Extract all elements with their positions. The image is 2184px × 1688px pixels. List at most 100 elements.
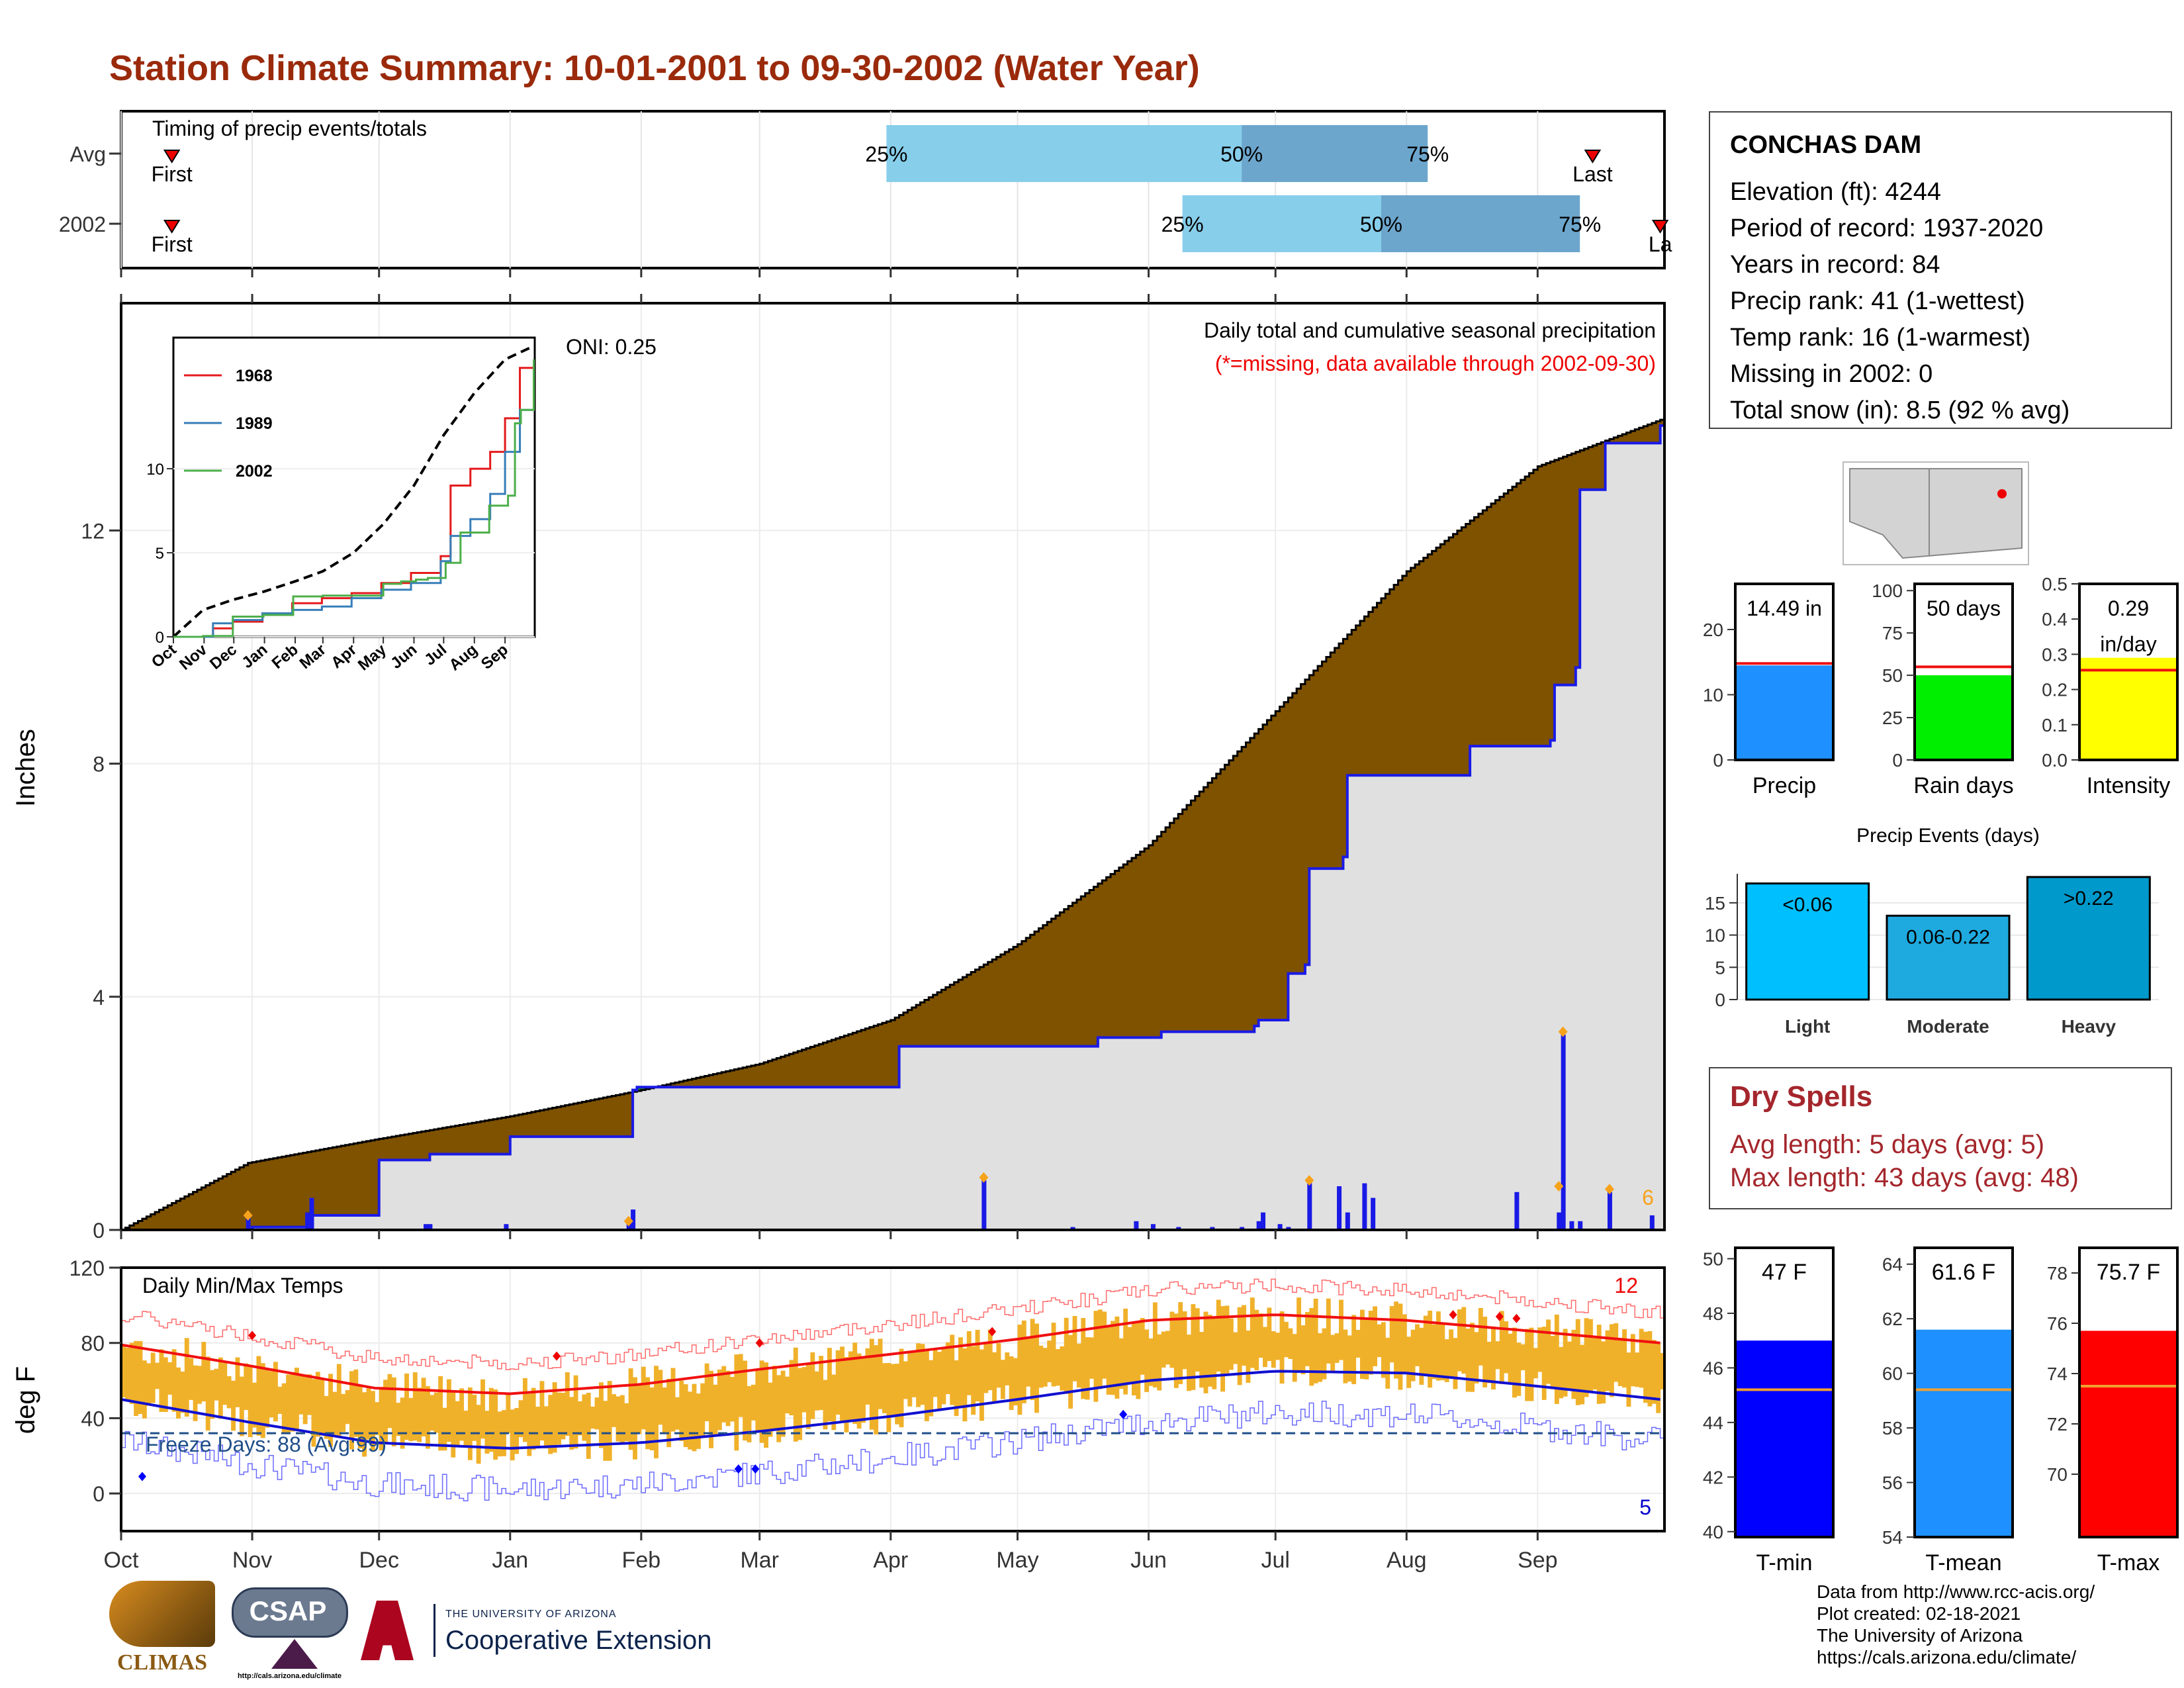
daily-precip-bar [1371,1197,1376,1230]
precip-note-1: Daily total and cumulative seasonal prec… [1204,318,1656,342]
daily-temp-bar [1123,1308,1128,1395]
daily-temp-bar [1355,1330,1361,1358]
timing-label: Timing of precip events/totals [152,117,427,140]
daily-temp-bar [442,1407,447,1451]
inset-legend-label: 1989 [236,414,273,433]
daily-precip-bar [1286,1227,1291,1230]
daily-temp-bar [1111,1321,1115,1395]
csap-logo: CSAP http://cals.arizona.edu/climate [232,1581,348,1683]
daily-temp-bar [1115,1316,1120,1399]
summary-bar [1915,675,2013,760]
temp-panel-frame [120,1266,1666,1532]
daily-temp-bar [320,1378,325,1436]
precip-deficit-area [125,420,1664,1231]
daily-temp-bar [1242,1305,1246,1366]
daily-temp-bar [641,1366,646,1430]
daily-temp-bar [1313,1298,1318,1383]
extreme-precip-marker [1604,1184,1614,1195]
daily-temp-bar [1263,1327,1267,1368]
record-min-line [121,1400,1664,1502]
daily-temp-bar [302,1375,308,1425]
temp-y-tick-label: 80 [81,1332,105,1356]
daily-temp-bar [1000,1360,1005,1399]
daily-precip-bar [981,1180,987,1230]
daily-temp-bar [1643,1331,1648,1403]
daily-temp-bar [345,1390,350,1425]
climas-logo: CLIMAS [109,1581,215,1683]
daily-temp-bar [336,1364,341,1436]
daily-temp-bar [1330,1335,1336,1373]
daily-temp-bar [1550,1335,1555,1389]
daily-temp-bar [916,1343,921,1407]
daily-temp-bar [1495,1341,1500,1370]
daily-temp-bar [1660,1352,1665,1389]
last-marker-icon [1651,220,1669,234]
daily-temp-bar [552,1382,557,1453]
timing-q50: 50% [1360,212,1402,236]
inset-y-tick-label: 0 [156,629,164,647]
precip-event-category: Light [1785,1016,1830,1037]
daily-temp-bar [1588,1319,1593,1393]
temp-summary-tick-label: 42 [1703,1467,1723,1487]
daily-temp-bar [717,1369,722,1430]
precip-event-bar-label: 0.06-0.22 [1906,926,1990,948]
daily-temp-bar [628,1368,633,1450]
daily-temp-bar [776,1375,782,1442]
inset-legend-label: 2002 [236,462,273,481]
precip-y-tick-label: 8 [93,753,105,776]
summary-bar-value: 50 days [1927,596,2001,620]
daily-temp-bar [1233,1332,1238,1364]
daily-temp-bar [696,1393,701,1449]
daily-temp-bar [1478,1307,1483,1366]
daily-temp-bar [472,1394,477,1441]
daily-temp-bar [1034,1323,1039,1413]
dry-spells-box: Dry Spells Avg length: 5 days (avg: 5) M… [1709,1067,2172,1209]
temp-summary-label: T-mean [1925,1550,2001,1575]
daily-temp-bar [1525,1329,1530,1401]
inset-y-tick-label: 5 [156,545,164,563]
daily-temp-bar [193,1365,198,1421]
daily-temp-bar [239,1376,244,1436]
daily-temp-bar [1537,1327,1543,1372]
daily-temp-bar [235,1357,240,1407]
daily-temp-bar [163,1357,168,1413]
daily-temp-bar [548,1395,553,1454]
daily-temp-bar [488,1387,494,1452]
daily-temp-bar [1051,1323,1056,1387]
daily-temp-bar [1453,1338,1458,1389]
temp-summary-value: 61.6 F [1932,1260,1995,1285]
daily-temp-bar [463,1410,469,1447]
temp-summary-tick-label: 56 [1882,1473,1903,1493]
daily-temp-bar [1559,1346,1564,1399]
daily-temp-bar [983,1344,989,1393]
timing-bar-25-50 [1182,195,1381,252]
daily-temp-bar [231,1380,236,1431]
extreme-precip-marker [979,1172,989,1183]
daily-temp-bar [1085,1336,1090,1400]
daily-temp-bar [543,1406,549,1449]
daily-precip-bar [1150,1224,1156,1230]
daily-temp-bar [823,1380,828,1430]
daily-temp-bar [201,1342,206,1402]
daily-precip-bar [1210,1227,1215,1230]
daily-temp-bar [903,1361,908,1399]
month-tick-label: Nov [232,1548,272,1573]
daily-temp-bar [1013,1358,1018,1406]
ua-divider [433,1604,435,1657]
precip-events-tick-label: 0 [1715,990,1725,1010]
daily-temp-bar [874,1345,879,1434]
daily-temp-bar [1224,1305,1230,1374]
min-extreme-marker [1119,1409,1128,1419]
credit-line: Plot created: 02-18-2021 [1817,1603,2021,1624]
month-tick-label: Dec [359,1548,398,1573]
daily-temp-bar [155,1362,160,1389]
month-tick-label: Feb [622,1548,661,1573]
daily-temp-bar [954,1360,959,1417]
daily-precip-bar [1256,1221,1261,1230]
daily-temp-bar [1491,1326,1496,1389]
daily-temp-bar [869,1338,874,1430]
summary-bar-frame [2078,583,2179,761]
daily-temp-bar [996,1343,1001,1388]
daily-temp-bar [328,1374,333,1447]
precip-events-tick-label: 5 [1715,957,1725,978]
